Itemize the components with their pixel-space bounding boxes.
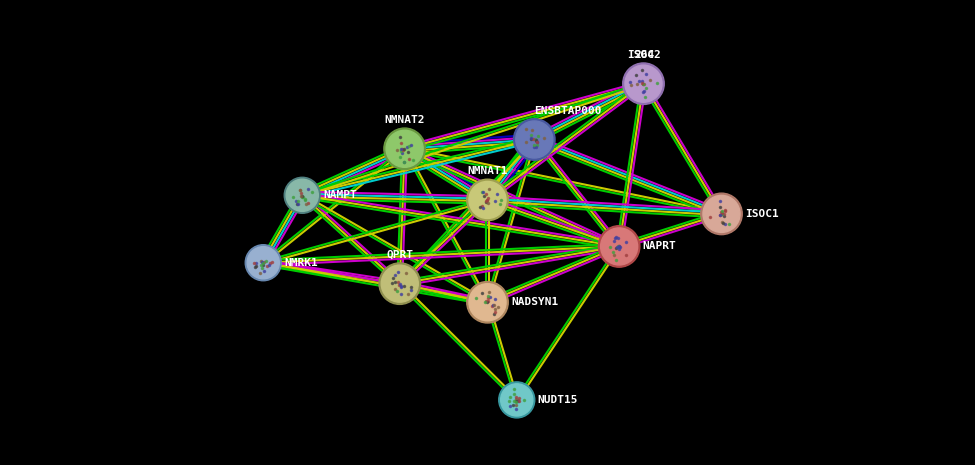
Circle shape bbox=[285, 177, 320, 213]
Circle shape bbox=[623, 63, 664, 105]
Circle shape bbox=[287, 179, 318, 212]
Text: NMRK1: NMRK1 bbox=[285, 258, 318, 268]
Circle shape bbox=[246, 245, 281, 281]
Circle shape bbox=[469, 284, 506, 321]
Text: QPRT: QPRT bbox=[386, 250, 413, 260]
Circle shape bbox=[701, 193, 742, 235]
Text: NADSYN1: NADSYN1 bbox=[511, 297, 559, 307]
Circle shape bbox=[384, 128, 425, 170]
Text: NMNAT2: NMNAT2 bbox=[384, 115, 425, 125]
Circle shape bbox=[516, 121, 553, 158]
Circle shape bbox=[703, 195, 740, 232]
Text: 264: 264 bbox=[634, 50, 654, 60]
Text: NAPRT: NAPRT bbox=[643, 241, 677, 252]
Text: ENSBTAP000: ENSBTAP000 bbox=[534, 106, 602, 116]
Circle shape bbox=[386, 130, 423, 167]
Circle shape bbox=[514, 119, 555, 160]
Circle shape bbox=[381, 265, 418, 302]
Text: NUDT15: NUDT15 bbox=[538, 395, 578, 405]
Text: ISOC2: ISOC2 bbox=[627, 50, 660, 60]
Text: NAMPT: NAMPT bbox=[324, 190, 357, 200]
Text: NMNAT1: NMNAT1 bbox=[467, 166, 508, 176]
Text: ISOC1: ISOC1 bbox=[745, 209, 779, 219]
Circle shape bbox=[379, 263, 420, 305]
Circle shape bbox=[467, 179, 508, 221]
Circle shape bbox=[469, 181, 506, 219]
Circle shape bbox=[467, 281, 508, 323]
Circle shape bbox=[501, 384, 532, 416]
Circle shape bbox=[599, 226, 640, 267]
Circle shape bbox=[248, 246, 279, 279]
Circle shape bbox=[601, 228, 638, 265]
Circle shape bbox=[625, 65, 662, 102]
Circle shape bbox=[499, 382, 534, 418]
